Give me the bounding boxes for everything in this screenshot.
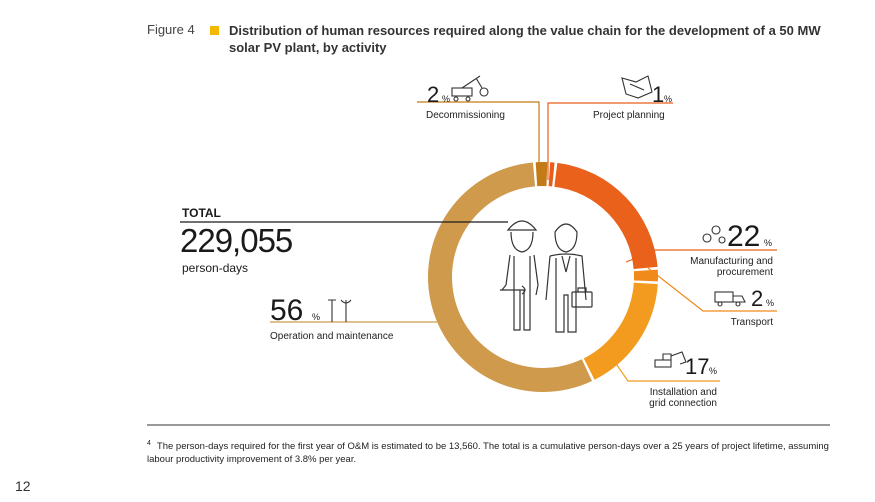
footnote: 4 The person-days required for the first … [147,437,837,466]
pct-installation-value: 17 [685,354,709,379]
label-decommissioning: Decommissioning [426,110,505,121]
footnote-marker: 4 [147,440,151,447]
donut-slice-installation-and-grid-connection [583,282,658,380]
pct-installation-sign: % [709,366,717,376]
donut-slice-operation-and-maintenance [427,162,593,393]
leader-line-decommissioning [417,101,540,180]
label-transport: Transport [731,317,774,328]
label-installation-2: grid connection [649,398,717,409]
pct-planning-sign: % [664,94,672,104]
donut-slice-decommissioning [535,162,548,187]
leader-lines [180,101,777,382]
truck-icon [714,291,746,307]
page-number: 12 [15,478,31,494]
leader-line-installation [611,357,720,382]
total-title: TOTAL [182,206,221,220]
donut-slice-project-planning [548,162,555,187]
pct-decommissioning-sign: % [442,94,450,104]
crane-icon [451,75,489,102]
pct-manufacturing-sign: % [764,238,772,248]
label-operation: Operation and maintenance [270,331,394,342]
leader-line-project-planning [547,102,673,180]
gears-icon [702,225,726,244]
pct-planning-value: 1 [652,82,664,107]
wrench-icon [500,285,526,295]
donut-slice-transport [633,269,658,282]
pct-manufacturing-value: 22 [727,220,760,253]
figure-marker-square [210,26,219,35]
pct-decommissioning-value: 2 [427,82,439,107]
label-project-planning: Project planning [593,110,665,121]
tools-icon [328,299,352,322]
pct-transport-sign: % [766,298,774,308]
pct-operation-value: 56 [270,294,303,327]
label-installation-1: Installation and [650,387,717,398]
label-manufacturing-1: Manufacturing and [690,256,773,267]
briefcase-icon [571,291,593,308]
worker-left-icon [501,220,539,331]
figure-label: Figure 4 [147,22,195,37]
excavator-icon [654,351,687,368]
pct-transport-value: 2 [751,286,763,311]
label-manufacturing-2: procurement [717,267,773,278]
leader-line-transport [647,267,777,312]
total-value: 229,055 [180,222,293,259]
leader-line-manufacturing [625,249,777,263]
donut-slice-manufacturing-and-procurement [554,162,658,270]
footnote-text: The person-days required for the first y… [147,441,829,466]
pct-operation-sign: % [312,312,320,322]
worker-right-icon [545,223,587,333]
workers-illustration [500,220,593,333]
donut-slices [427,162,658,393]
figure-title: Distribution of human resources required… [229,23,821,55]
map-icon [621,75,653,99]
total-unit: person-days [182,261,249,275]
